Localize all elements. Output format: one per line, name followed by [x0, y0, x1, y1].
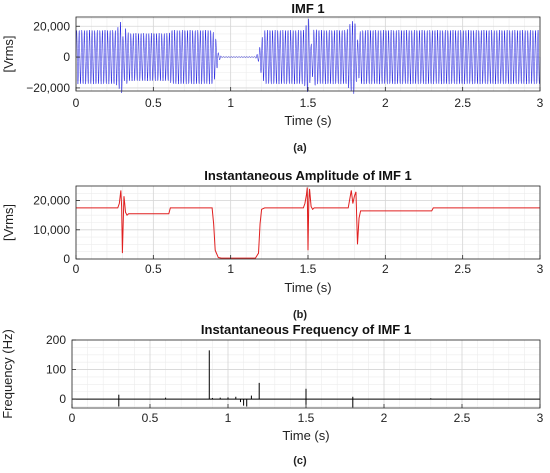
x-axis-label: Time (s)	[284, 280, 331, 295]
y-axis-label: [Vrms]	[1, 204, 16, 241]
y-axis-label: Frequency (Hz)	[0, 329, 15, 419]
x-tick-label: 2.5	[454, 96, 471, 110]
y-tick-label: 0	[59, 392, 66, 406]
y-tick-label: 10,000	[33, 223, 70, 237]
imf1-waveform	[75, 18, 541, 94]
panel-caption: (c)	[293, 455, 307, 467]
x-axis-label: Time (s)	[282, 428, 329, 443]
chart-title: Instantaneous Frequency of IMF 1	[201, 322, 411, 337]
x-tick-label: 0.5	[145, 96, 162, 110]
x-tick-label: 0	[73, 262, 80, 276]
x-tick-label: 1	[225, 411, 232, 425]
panel-caption: (b)	[293, 309, 307, 321]
x-tick-label: 3	[537, 411, 544, 425]
y-tick-label: 200	[46, 333, 66, 347]
x-tick-label: 1.5	[300, 96, 317, 110]
y-tick-label: 0	[63, 50, 70, 64]
x-tick-label: 2	[382, 262, 389, 276]
x-tick-label: 1	[227, 96, 234, 110]
x-tick-label: 1.5	[298, 411, 315, 425]
x-tick-label: 0	[69, 411, 76, 425]
x-tick-label: 1	[227, 262, 234, 276]
chart-title: Instantaneous Amplitude of IMF 1	[204, 168, 412, 183]
y-tick-label: 0	[63, 252, 70, 266]
x-tick-label: 2	[382, 96, 389, 110]
x-tick-label: 0.5	[145, 262, 162, 276]
y-tick-label: −20,000	[26, 81, 70, 95]
y-tick-label: 20,000	[33, 194, 70, 208]
y-tick-label: 20,000	[33, 19, 70, 33]
x-tick-label: 0	[73, 96, 80, 110]
x-tick-label: 1.5	[300, 262, 317, 276]
y-tick-label: 100	[46, 363, 66, 377]
x-tick-label: 0.5	[142, 411, 159, 425]
x-tick-label: 2	[381, 411, 388, 425]
x-tick-label: 3	[537, 262, 544, 276]
x-tick-label: 2.5	[454, 262, 471, 276]
amplitude-line	[76, 187, 540, 259]
x-tick-label: 3	[537, 96, 544, 110]
x-tick-label: 2.5	[454, 411, 471, 425]
y-axis-label: [Vrms]	[1, 35, 16, 72]
panel-caption: (a)	[293, 142, 307, 154]
x-axis-label: Time (s)	[284, 113, 331, 128]
chart-title: IMF 1	[291, 1, 324, 16]
